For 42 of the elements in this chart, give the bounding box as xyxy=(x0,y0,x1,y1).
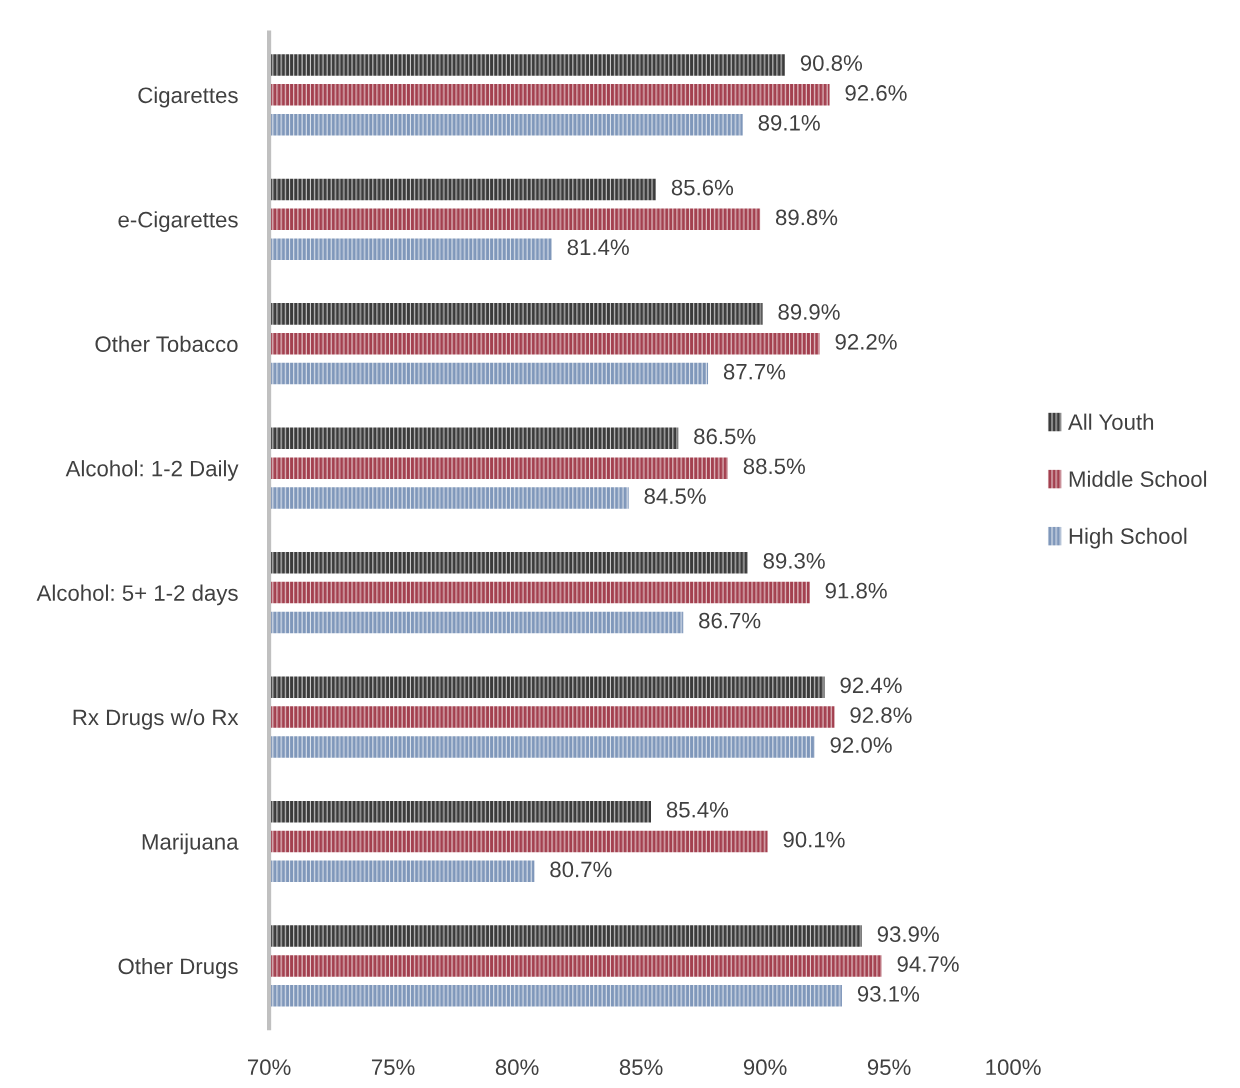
y-tick-label: e-Cigarettes xyxy=(118,211,238,232)
x-tick-label: 80% xyxy=(495,1059,539,1076)
x-tick-label: 90% xyxy=(743,1059,787,1076)
data-label: 85.4% xyxy=(666,801,729,818)
data-label: 86.5% xyxy=(694,428,756,445)
y-tick-label: Cigarettes xyxy=(138,86,238,108)
data-label: 92.4% xyxy=(840,677,902,694)
legend-label: High School xyxy=(1069,527,1187,549)
data-label: 89.1% xyxy=(758,114,820,131)
data-label: 87.7% xyxy=(723,363,786,380)
data-label: 92.8% xyxy=(850,707,912,724)
data-label: 90.8% xyxy=(800,55,863,71)
x-tick-label: 85% xyxy=(619,1059,663,1076)
legend-label: All Youth xyxy=(1068,413,1154,430)
data-label: 89.9% xyxy=(778,304,840,320)
data-label: 89.8% xyxy=(775,209,838,226)
x-tick-label: 100% xyxy=(986,1059,1041,1076)
y-tick-label: Alcohol: 5+ 1-2 days xyxy=(36,584,238,606)
legend-label: Middle School xyxy=(1069,470,1207,487)
y-tick-label: Marijuana xyxy=(142,833,239,855)
x-tick-label: 75% xyxy=(371,1059,415,1076)
x-tick-label: 95% xyxy=(867,1059,911,1076)
data-label: 84.5% xyxy=(644,488,706,505)
data-label: 93.1% xyxy=(857,986,920,1002)
data-label: 86.7% xyxy=(699,612,761,629)
data-label: 93.9% xyxy=(877,926,939,943)
data-label: 89.3% xyxy=(763,552,825,569)
y-tick-label: Other Tobacco xyxy=(95,335,238,353)
data-label: 92.0% xyxy=(830,737,892,753)
y-tick-label: Rx Drugs w/o Rx xyxy=(73,709,239,730)
data-label: 94.7% xyxy=(897,956,959,972)
data-label: 81.4% xyxy=(567,239,629,256)
data-label: 80.7% xyxy=(550,861,612,878)
x-tick-label: 70% xyxy=(247,1059,291,1076)
y-tick-label: Other Drugs xyxy=(118,957,238,979)
data-label: 92.2% xyxy=(835,333,897,350)
data-label: 88.5% xyxy=(743,458,805,475)
data-label: 90.1% xyxy=(783,831,845,848)
data-label: 85.6% xyxy=(671,179,734,196)
data-label: 91.8% xyxy=(825,582,887,599)
y-tick-label: Alcohol: 1-2 Daily xyxy=(65,460,239,481)
data-label: 92.6% xyxy=(845,85,907,101)
